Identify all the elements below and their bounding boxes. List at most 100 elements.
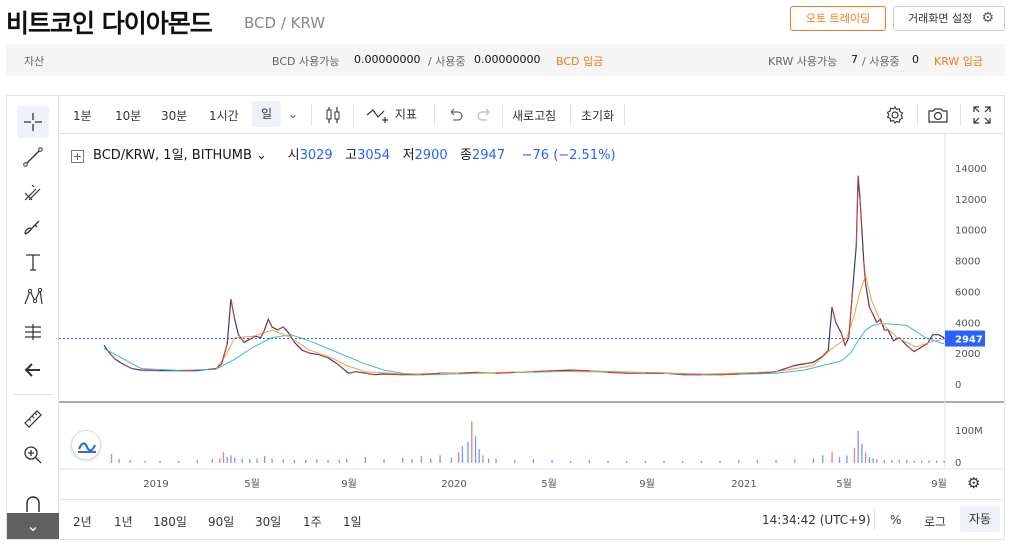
- krw-inuse-value: 0: [912, 53, 919, 66]
- collapse-toolbar-button[interactable]: ⌄: [7, 513, 59, 539]
- chart-settings-button[interactable]: [885, 105, 905, 128]
- toolbar-separator: [624, 104, 625, 126]
- pattern-tool[interactable]: [17, 281, 49, 313]
- candlestick-icon: [326, 107, 340, 123]
- range-1w[interactable]: 1주: [303, 515, 322, 529]
- volume-bar: [943, 460, 945, 463]
- tool-separator: [13, 394, 53, 395]
- interval-day[interactable]: 일: [252, 101, 282, 127]
- volume-bar: [700, 460, 703, 463]
- expand-legend-icon[interactable]: +: [71, 150, 84, 163]
- price-chart[interactable]: 14000 12000 10000 8000 6000 4000 2000 0 100M 0 201…: [59, 134, 1004, 499]
- asset-bar: 자산 BCD 사용가능 0.00000000 / 사용중 0.00000000 …: [6, 44, 1005, 76]
- redo-button[interactable]: [477, 106, 493, 125]
- crosshair-icon: [24, 113, 42, 131]
- fullscreen-button[interactable]: [972, 105, 992, 128]
- log-scale-toggle[interactable]: 로그: [924, 515, 947, 529]
- interval-1hour[interactable]: 1시간: [209, 109, 239, 123]
- price-tick-label: 4000: [955, 318, 980, 329]
- time-tick-label: 9월: [931, 478, 947, 490]
- price-candle-segment: [785, 365, 795, 370]
- refresh-button[interactable]: 새로고침: [512, 109, 557, 123]
- magnet-tool[interactable]: [17, 488, 49, 520]
- interval-dropdown-chevron-icon[interactable]: ⌄: [288, 107, 299, 121]
- krw-available-label: KRW 사용가능: [768, 55, 838, 68]
- symbol-dropdown-chevron-icon[interactable]: ⌄: [251, 148, 267, 163]
- krw-inuse-label: / 사용중: [862, 55, 900, 68]
- time-tick-label: 9월: [639, 478, 655, 490]
- hide-drawings-tool[interactable]: [17, 354, 49, 386]
- volume-bar: [913, 460, 915, 463]
- volume-bar: [482, 455, 484, 463]
- time-tick-label: 2020: [441, 479, 466, 490]
- chart-widget: ⌄ 1분 10분 30분 1시간 일 ⌄ 지표: [6, 95, 1005, 540]
- brush-tool[interactable]: [17, 211, 49, 243]
- volume-bar: [775, 459, 777, 463]
- legend-high: 3054: [357, 148, 391, 163]
- volume-bar: [478, 449, 480, 463]
- toolbar-separator: [502, 104, 503, 126]
- bcd-deposit-link[interactable]: BCD 입금: [556, 55, 604, 68]
- prediction-tool[interactable]: [17, 316, 49, 348]
- volume-bar: [853, 447, 856, 463]
- time-axis-gear-icon[interactable]: ⚙: [967, 474, 980, 492]
- price-candle-segment: [237, 334, 245, 343]
- price-tick-label: 6000: [955, 287, 980, 298]
- volume-bar: [346, 458, 348, 463]
- screen-settings-button[interactable]: 거래화면 설정 ⚙: [893, 6, 1005, 31]
- chart-area[interactable]: 14000 12000 10000 8000 6000 4000 2000 0 100M 0 201…: [59, 134, 1004, 499]
- gear-icon: ⚙: [981, 10, 994, 26]
- chart-type-button[interactable]: [324, 105, 342, 128]
- range-90d[interactable]: 90일: [208, 515, 235, 529]
- toolbar-separator: [917, 104, 918, 126]
- interval-30min[interactable]: 30분: [161, 109, 188, 123]
- volume-bar: [226, 456, 228, 463]
- time-tick-label: 5월: [541, 478, 557, 490]
- reset-button[interactable]: 초기화: [581, 109, 615, 123]
- range-1d[interactable]: 1일: [343, 515, 362, 529]
- volume-bar: [846, 455, 848, 463]
- text-tool[interactable]: [17, 246, 49, 278]
- price-candle-segment: [221, 343, 228, 365]
- interval-1min[interactable]: 1분: [73, 109, 92, 123]
- volume-bar: [327, 459, 329, 463]
- range-2y[interactable]: 2년: [73, 515, 92, 529]
- trendline-tool[interactable]: [17, 141, 49, 173]
- volume-bar: [118, 459, 120, 463]
- clock-time[interactable]: 14:34:42 (UTC+9): [762, 513, 871, 527]
- auto-trading-button[interactable]: 오토 트레이딩: [790, 6, 886, 31]
- pattern-icon: [24, 287, 43, 305]
- undo-button[interactable]: [447, 106, 463, 125]
- pitchfork-tool[interactable]: [17, 176, 49, 208]
- volume-bar: [861, 443, 863, 463]
- screenshot-button[interactable]: [927, 105, 949, 128]
- legend-low-label: 저: [402, 148, 415, 163]
- interval-10min[interactable]: 10분: [115, 109, 142, 123]
- legend-symbol[interactable]: BCD/KRW, 1일, BITHUMB: [93, 148, 252, 163]
- range-1y[interactable]: 1년: [114, 515, 133, 529]
- volume-bar: [532, 459, 535, 463]
- time-tick-label: 2021: [731, 479, 756, 490]
- krw-available-value: 7: [851, 53, 858, 66]
- volume-bar: [872, 458, 874, 463]
- percent-scale-toggle[interactable]: %: [890, 513, 902, 527]
- crosshair-tool[interactable]: [17, 106, 49, 138]
- chart-logo[interactable]: [71, 430, 101, 460]
- time-tick-label: 5월: [836, 478, 852, 490]
- krw-deposit-link[interactable]: KRW 입금: [934, 55, 984, 68]
- toolbar-separator: [570, 104, 571, 126]
- volume-bar: [271, 458, 273, 463]
- range-30d[interactable]: 30일: [255, 515, 282, 529]
- price-candle-segment: [868, 306, 874, 315]
- auto-scale-toggle[interactable]: 자동: [960, 506, 1001, 532]
- volume-bar: [305, 459, 307, 463]
- measure-tool[interactable]: [17, 403, 49, 435]
- header: 비트코인 다이아몬드 BCD / KRW 오토 트레이딩 거래화면 설정 ⚙: [0, 0, 1011, 40]
- fullscreen-icon: [973, 106, 991, 124]
- prediction-icon: [25, 324, 41, 340]
- bottom-separator: [874, 508, 875, 530]
- indicators-button[interactable]: 지표: [365, 105, 417, 125]
- range-180d[interactable]: 180일: [153, 515, 187, 529]
- volume-bar: [857, 430, 859, 463]
- zoom-tool[interactable]: [17, 439, 49, 471]
